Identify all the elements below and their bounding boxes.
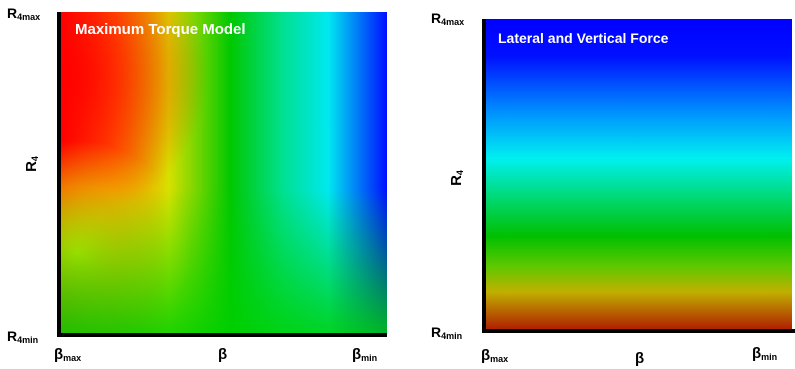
left-heatmap: Maximum Torque Model <box>61 12 387 333</box>
right-x-right-label: βmin <box>752 345 778 362</box>
left-x-left-label: βmax <box>54 346 82 363</box>
left-y-top-label: R4max <box>7 5 41 22</box>
left-y-axis-title: R4 <box>22 156 40 172</box>
left-chart-title: Maximum Torque Model <box>75 21 246 38</box>
right-heatmap-graphic <box>486 19 792 329</box>
left-y-axis-line <box>57 12 61 337</box>
left-y-bottom-label: R4min <box>7 328 39 345</box>
right-x-left-label: βmax <box>481 347 509 364</box>
right-y-axis-title: R4 <box>447 170 465 186</box>
right-y-top-label: R4max <box>431 10 465 27</box>
right-x-axis-line <box>482 329 795 333</box>
left-x-axis-line <box>57 333 387 337</box>
right-chart-title: Lateral and Vertical Force <box>498 30 669 46</box>
right-x-axis-title: β <box>635 350 645 367</box>
left-x-axis-title: β <box>218 346 228 363</box>
left-x-right-label: βmin <box>352 346 378 363</box>
left-heatmap-graphic <box>61 12 387 333</box>
right-heatmap: Lateral and Vertical Force <box>486 19 792 329</box>
right-y-bottom-label: R4min <box>431 324 463 341</box>
right-y-axis-line <box>482 19 486 333</box>
